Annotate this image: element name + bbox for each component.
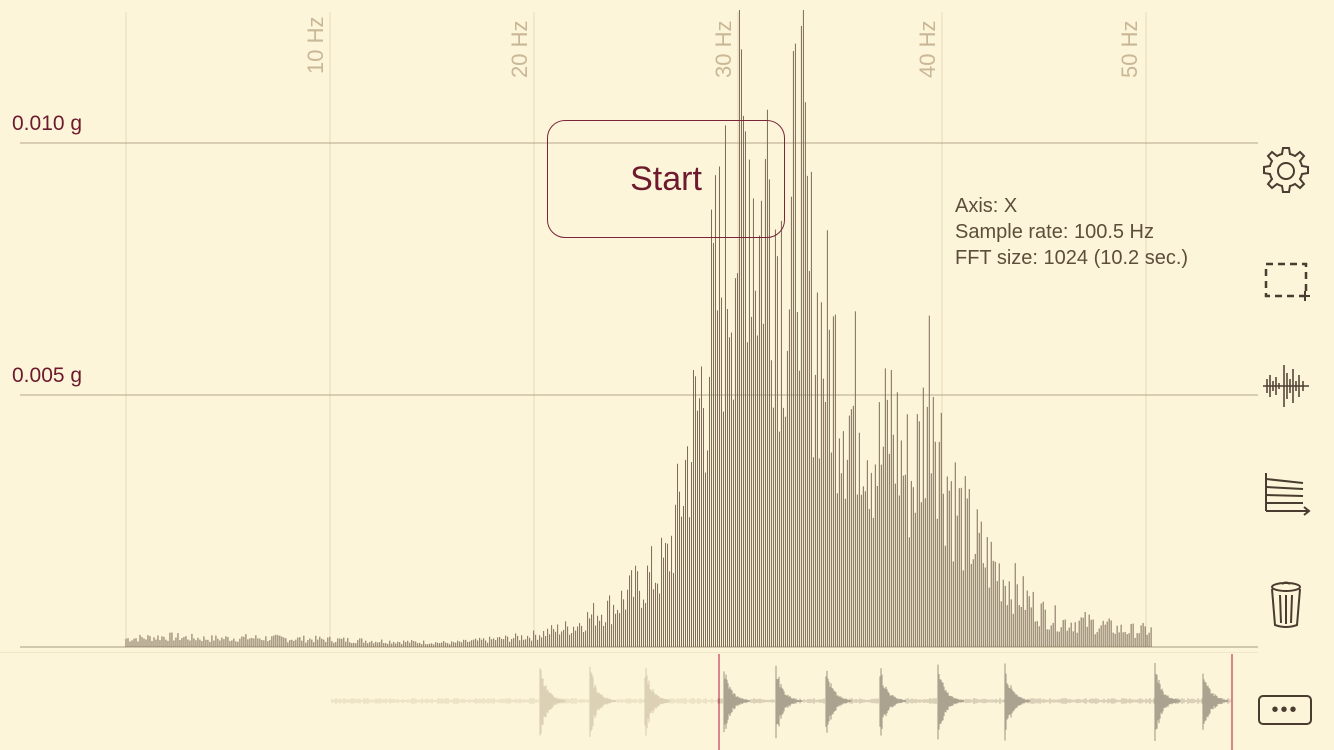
axis-info: Axis: X xyxy=(955,195,1018,217)
waveform-overview[interactable] xyxy=(0,652,1258,750)
y-label-0.010: 0.010 g xyxy=(12,112,83,135)
sample-rate-info: Sample rate: 100.5 Hz xyxy=(955,221,1154,243)
trash-icon xyxy=(1271,581,1301,628)
select-region-button[interactable] xyxy=(1258,252,1314,308)
spectrum-chart[interactable] xyxy=(0,0,1260,652)
settings-button[interactable] xyxy=(1258,143,1314,199)
start-button[interactable]: Start xyxy=(547,120,785,238)
x-label-50hz: 50 Hz xyxy=(1117,20,1142,78)
x-label-40hz: 40 Hz xyxy=(915,20,940,78)
dashed-rect-icon xyxy=(1264,262,1310,301)
info-panel: Axis: X Sample rate: 100.5 Hz FFT size: … xyxy=(955,193,1188,271)
more-button[interactable]: ••• xyxy=(1258,695,1312,725)
y-label-0.005: 0.005 g xyxy=(12,364,83,387)
axis-lines-icon xyxy=(1265,473,1311,516)
axis-button[interactable] xyxy=(1258,466,1314,522)
gear-icon xyxy=(1263,147,1309,193)
waveform-button[interactable] xyxy=(1258,358,1314,414)
waveform-icon xyxy=(1263,365,1309,407)
x-label-20hz: 20 Hz xyxy=(507,20,532,78)
x-label-30hz: 30 Hz xyxy=(711,20,736,78)
fft-size-info: FFT size: 1024 (10.2 sec.) xyxy=(955,247,1189,269)
x-label-10hz: 10 Hz xyxy=(303,16,328,74)
trash-button[interactable] xyxy=(1258,576,1314,632)
